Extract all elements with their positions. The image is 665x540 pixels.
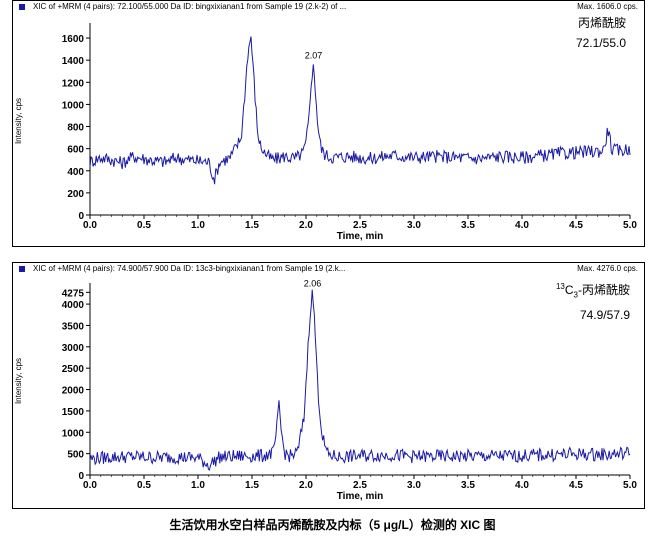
chart-1-x-tick-label: 4.0 xyxy=(515,220,529,231)
chart-1-x-tick-label: 0.5 xyxy=(137,220,151,231)
panel-2-compound-name: 丙烯酰胺 xyxy=(581,283,630,297)
chart-1-y-tick-label: 1000 xyxy=(62,100,85,111)
chart-2-peak-label: 2.06 xyxy=(304,278,322,288)
panel-2-title: XIC of +MRM (4 pairs): 74.900/57.900 Da … xyxy=(33,264,346,273)
panel-1-title: XIC of +MRM (4 pairs): 72.100/55.000 Da … xyxy=(33,2,347,11)
panel-2-isotope-count: 3 xyxy=(573,290,578,300)
chart-1-y-label: Intensity, cps xyxy=(14,98,23,144)
chart-2-x-tick-label: 2.0 xyxy=(299,480,313,491)
chart-2-y-tick-label: 4275 xyxy=(62,288,85,299)
chart-1-y-tick-label: 800 xyxy=(67,123,84,134)
chart-1-y-tick-label: 0 xyxy=(78,211,84,222)
figure-caption: 生活饮用水空白样品丙烯酰胺及内标（5 μg/L）检测的 XIC 图 xyxy=(169,518,496,532)
chart-2-y-tick-label: 1000 xyxy=(62,428,85,439)
panel-2-isotope-element: C xyxy=(564,283,574,297)
chart-2-y-tick-label: 2000 xyxy=(62,386,85,397)
chart-1-x-tick-label: 1.0 xyxy=(191,220,205,231)
panel-2-marker-icon xyxy=(19,266,25,272)
chart-2-x-tick-label: 3.5 xyxy=(461,480,475,491)
chart-1-x-tick-label: 1.5 xyxy=(245,220,259,231)
chart-1-peak-label: 2.07 xyxy=(305,51,323,61)
chart-2-y-tick-label: 3000 xyxy=(62,343,85,354)
chart-2-y-tick-label: 500 xyxy=(67,450,84,461)
chart-1-x-tick-label: 2.0 xyxy=(299,220,313,231)
panel-1-max: Max. 1606.0 cps. xyxy=(577,2,638,11)
chart-1-y-tick-label: 1200 xyxy=(62,78,85,89)
chart-1-y-tick-label: 400 xyxy=(67,167,84,178)
chart-2-y-tick-label: 3500 xyxy=(62,321,85,332)
chart-1-x-tick-label: 3.5 xyxy=(461,220,475,231)
xic-panel-2: XIC of +MRM (4 pairs): 74.900/57.900 Da … xyxy=(12,262,645,509)
chart-2-x-tick-label: 0.5 xyxy=(137,480,151,491)
chart-2-x-tick-label: 0.0 xyxy=(83,480,97,491)
panel-1-marker-icon xyxy=(19,4,25,10)
panel-1-compound-name: 丙烯酰胺 xyxy=(577,16,626,30)
chart-2-y-label: Intensity, cps xyxy=(14,358,23,404)
chart-1-svg: 0.0 0.5 1.0 1.5 2.0 2.5 3.0 3.5 4.0 4.5 5.0 0 200 400… xyxy=(14,23,637,242)
chart-1-x-label: Time, min xyxy=(337,231,384,242)
panel-2-compound: 13C3-丙烯酰胺 74.9/57.9 xyxy=(556,279,630,323)
panel-1-header: XIC of +MRM (4 pairs): 72.100/55.000 Da … xyxy=(13,1,644,13)
chart-2-y-tick-label: 2500 xyxy=(62,364,85,375)
chart-1-x-tick-label: 3.0 xyxy=(407,220,421,231)
panel-2-compound-name-line: 13C3-丙烯酰胺 xyxy=(555,282,630,300)
panel-2-header: XIC of +MRM (4 pairs): 74.900/57.900 Da … xyxy=(13,263,644,275)
chart-2-x-tick-label: 4.5 xyxy=(569,480,583,491)
chart-2-y-tick-label: 1500 xyxy=(62,407,85,418)
chart-2-x-tick-label: 2.5 xyxy=(353,480,367,491)
xic-panel-1: XIC of +MRM (4 pairs): 72.100/55.000 Da … xyxy=(12,0,645,247)
chart-1-x-tick-label: 5.0 xyxy=(623,220,637,231)
panel-2-transition: 74.9/57.9 xyxy=(579,308,630,323)
chart-2-series-line xyxy=(89,289,631,471)
chart-1-x-tick-label: 4.5 xyxy=(569,220,583,231)
chart-1-x-tick-label: 0.0 xyxy=(83,220,97,231)
chart-2-x-tick-label: 5.0 xyxy=(623,480,637,491)
panel-2-isotope-mass: 13 xyxy=(555,282,565,291)
chart-1-y-tick-label: 1400 xyxy=(62,56,85,67)
panel-2-max: Max. 4276.0 cps. xyxy=(577,264,638,273)
chart-2-svg: 0.0 0.5 1.0 1.5 2.0 2.5 3.0 3.5 4.0 4.5 5.0 0 500 100… xyxy=(14,278,637,502)
chart-2-x-label: Time, min xyxy=(337,491,384,502)
chart-2-x-tick-label: 1.5 xyxy=(245,480,259,491)
chart-2-y-tick-label: 0 xyxy=(78,471,84,482)
chart-1-x-tick-label: 2.5 xyxy=(353,220,367,231)
chart-1-series-line xyxy=(89,36,631,185)
chart-2-x-tick-label: 1.0 xyxy=(191,480,205,491)
panel-1-transition: 72.1/55.0 xyxy=(575,36,626,50)
chart-1-y-tick-label: 200 xyxy=(67,189,84,200)
chart-2-x-tick-label: 4.0 xyxy=(515,480,529,491)
chart-1-y-tick-label: 600 xyxy=(67,145,84,156)
panel-1-compound: 丙烯酰胺 72.1/55.0 xyxy=(576,15,626,51)
chart-2-x-tick-label: 3.0 xyxy=(407,480,421,491)
chart-2-y-tick-label: 4000 xyxy=(62,300,85,311)
chart-1-y-tick-label: 1600 xyxy=(62,34,85,45)
